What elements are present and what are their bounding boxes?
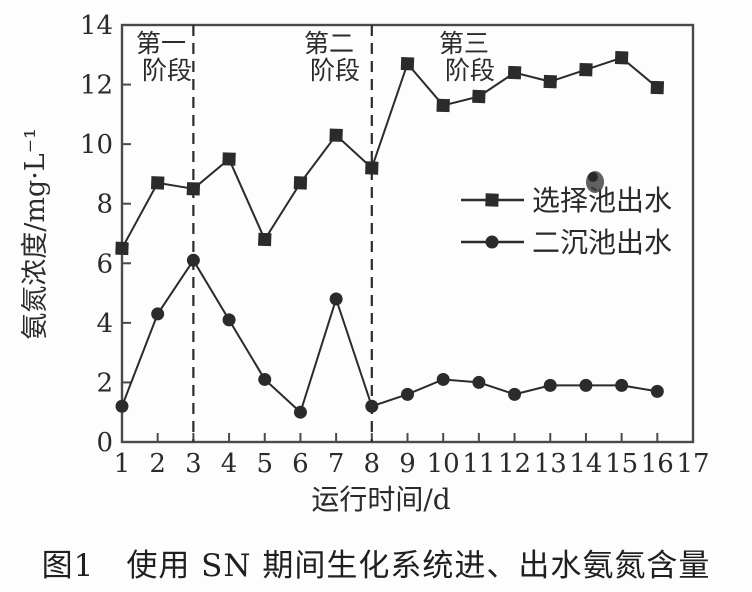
x-tick-label: 8: [364, 449, 381, 479]
data-point-circle: [115, 399, 129, 413]
x-axis-title: 运行时间/d: [311, 483, 450, 516]
x-tick-label: 17: [676, 449, 709, 479]
x-tick-label: 4: [221, 449, 238, 479]
data-point-square: [614, 51, 629, 65]
data-point-square: [150, 176, 165, 190]
y-tick-label: 12: [80, 71, 113, 101]
phase-label-line1: 第一: [136, 29, 186, 58]
data-point-square: [400, 56, 415, 71]
data-point-square: [579, 62, 593, 77]
data-point-square: [543, 74, 557, 89]
legend-label: 选择池出水: [532, 184, 672, 217]
x-tick-label: 16: [641, 449, 674, 479]
data-point-circle: [365, 399, 379, 413]
data-point-square: [472, 89, 486, 104]
phase-label-line1: 第三: [439, 29, 489, 58]
data-point-square: [222, 152, 236, 166]
x-tick-label: 9: [399, 449, 416, 479]
data-point-square: [507, 65, 522, 80]
x-tick-label: 6: [292, 449, 309, 479]
ink-smudge-artifact-core: [588, 172, 598, 182]
x-tick-label: 15: [605, 449, 638, 479]
legend-label: 二沉池出水: [532, 226, 672, 259]
data-point-circle: [293, 405, 307, 419]
phase-label-line2: 阶段: [310, 56, 360, 85]
data-point-circle: [579, 378, 593, 392]
x-tick-label: 12: [498, 449, 531, 479]
y-tick-label: 10: [80, 130, 113, 160]
data-point-circle: [508, 387, 522, 401]
data-point-square: [329, 128, 343, 142]
y-tick-label: 0: [96, 428, 113, 458]
x-tick-label: 1: [114, 449, 131, 479]
data-point-circle: [329, 292, 343, 306]
x-tick-label: 13: [534, 449, 567, 479]
legend-entry: 二沉池出水: [461, 226, 672, 259]
data-point-circle: [650, 384, 664, 398]
legend-entry: 选择池出水: [461, 184, 672, 217]
phase-label-line1: 第二: [304, 29, 354, 58]
x-tick-label: 10: [427, 449, 460, 479]
series-line-square: [121, 56, 658, 249]
x-tick-label: 14: [569, 449, 602, 479]
data-point-square: [293, 176, 308, 190]
data-point-square: [365, 161, 379, 175]
data-point-square: [115, 241, 129, 256]
data-point-circle: [401, 387, 414, 401]
legend-square-marker: [485, 193, 499, 207]
data-point-circle: [543, 378, 557, 392]
x-tick-label: 7: [328, 449, 345, 479]
phase-label-line2: 阶段: [445, 56, 495, 85]
phase-label-line2: 阶段: [142, 56, 192, 85]
y-tick-label: 4: [96, 309, 113, 339]
data-point-circle: [436, 372, 450, 386]
y-axis-title: 氨氮浓度/mg·L⁻¹: [20, 128, 51, 340]
data-point-circle: [151, 307, 165, 321]
data-point-circle: [615, 378, 629, 392]
x-tick-label: 11: [462, 449, 495, 479]
x-tick-label: 5: [256, 449, 273, 479]
data-point-circle: [186, 253, 200, 267]
data-point-square: [436, 98, 450, 113]
y-tick-label: 2: [96, 368, 113, 398]
data-point-circle: [222, 313, 236, 327]
data-point-square: [650, 80, 665, 95]
data-point-circle: [258, 372, 272, 386]
data-point-circle: [472, 375, 486, 389]
legend-circle-marker: [485, 235, 499, 249]
figure-caption: 图1 使用 SN 期间生化系统进、出水氨氮含量: [41, 548, 711, 584]
x-tick-label: 3: [185, 449, 202, 479]
y-tick-label: 14: [80, 11, 113, 41]
data-point-square: [186, 182, 201, 196]
y-tick-label: 8: [96, 190, 113, 220]
y-tick-label: 6: [96, 249, 113, 279]
data-point-square: [258, 232, 272, 247]
x-tick-label: 2: [149, 449, 166, 479]
series-line-circle: [121, 259, 658, 414]
